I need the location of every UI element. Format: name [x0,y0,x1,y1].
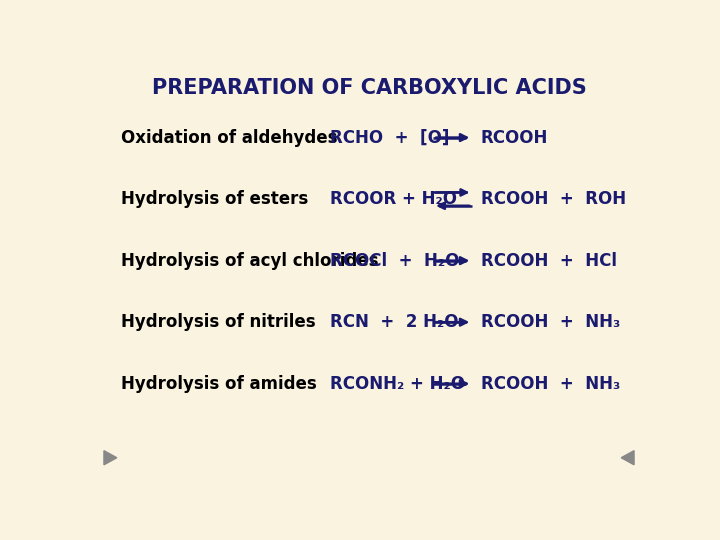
Text: RCOOH  +  NH₃: RCOOH + NH₃ [481,375,620,393]
Text: RCOOH  +  NH₃: RCOOH + NH₃ [481,313,620,331]
Text: RCN  +  2 H₂O: RCN + 2 H₂O [330,313,459,331]
Polygon shape [104,451,117,465]
Text: RCOOH  +  ROH: RCOOH + ROH [481,190,626,208]
Text: RCOCl  +  H₂O: RCOCl + H₂O [330,252,459,269]
Text: Hydrolysis of esters: Hydrolysis of esters [121,190,308,208]
Text: PREPARATION OF CARBOXYLIC ACIDS: PREPARATION OF CARBOXYLIC ACIDS [152,78,586,98]
Text: Hydrolysis of nitriles: Hydrolysis of nitriles [121,313,315,331]
Text: RCOOR + H₂O: RCOOR + H₂O [330,190,457,208]
Text: Hydrolysis of amides: Hydrolysis of amides [121,375,317,393]
Polygon shape [621,451,634,465]
Text: Hydrolysis of acyl chlorides: Hydrolysis of acyl chlorides [121,252,378,269]
Text: RCHO  +  [O]: RCHO + [O] [330,129,449,146]
Text: RCONH₂ + H₂O: RCONH₂ + H₂O [330,375,465,393]
Text: RCOOH: RCOOH [481,129,548,146]
Text: Oxidation of aldehydes: Oxidation of aldehydes [121,129,337,146]
Text: RCOOH  +  HCl: RCOOH + HCl [481,252,616,269]
